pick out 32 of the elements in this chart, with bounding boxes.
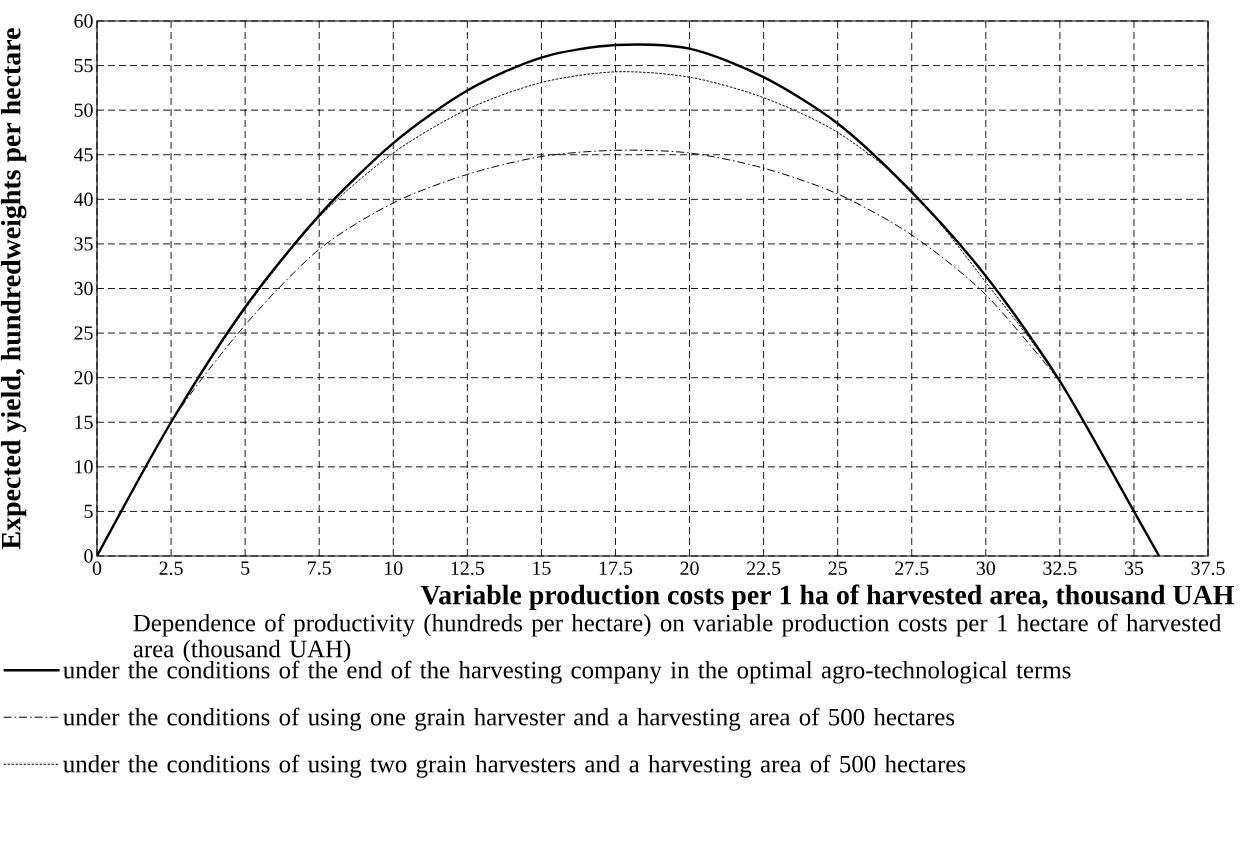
x-tick-label: 20 xyxy=(680,561,699,575)
y-tick-label: 40 xyxy=(73,192,93,207)
x-tick-label: 15 xyxy=(533,561,551,575)
x-tick-label: 5 xyxy=(241,561,250,575)
x-tick-label: 17.5 xyxy=(599,561,633,575)
y-axis-title: Expected yield, hundredweights per hectare xyxy=(0,28,27,550)
x-tick-label: 32.5 xyxy=(1043,561,1077,575)
x-tick-label: 10 xyxy=(385,561,403,575)
legend-label: under the conditions of using one grain harvester and a harvesting area of 500 hectares xyxy=(63,707,955,731)
x-tick-label: 22.5 xyxy=(747,561,781,575)
y-tick-label: 5 xyxy=(84,504,93,519)
y-tick-label: 35 xyxy=(74,237,93,251)
y-tick-label: 55 xyxy=(74,58,93,73)
x-axis-title: Variable production costs per 1 ha of harvested area, thousand UAH xyxy=(420,584,1234,611)
y-tick-label: 30 xyxy=(74,281,93,296)
y-tick-label: 20 xyxy=(74,370,93,385)
x-tick-label: 12.5 xyxy=(451,561,484,575)
y-tick-label: 0 xyxy=(84,549,93,563)
x-tick-label: 25 xyxy=(828,561,847,575)
legend-label: under the conditions of using two grain harvesters and a harvesting area of 500 hectares xyxy=(63,754,966,778)
x-tick-label: 2.5 xyxy=(159,561,183,575)
x-tick-label: 7.5 xyxy=(308,561,331,575)
x-tick-label: 35 xyxy=(1124,561,1144,575)
y-tick-label: 45 xyxy=(73,148,93,162)
y-tick-label: 15 xyxy=(75,415,93,429)
y-tick-label: 10 xyxy=(75,460,93,474)
x-tick-label: 30 xyxy=(976,561,996,575)
x-tick-label: 37.5 xyxy=(1191,561,1225,575)
y-tick-label: 50 xyxy=(74,103,93,117)
x-tick-label: 27.5 xyxy=(895,561,929,575)
y-tick-label: 25 xyxy=(74,326,93,340)
y-tick-label: 60 xyxy=(74,14,93,28)
